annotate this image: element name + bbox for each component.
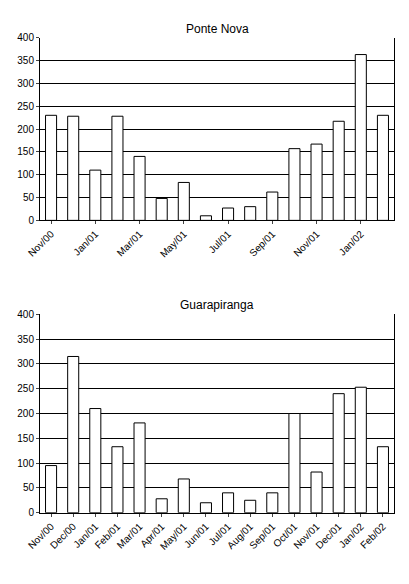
svg-text:Jan/02: Jan/02: [337, 228, 366, 257]
svg-text:250: 250: [17, 383, 34, 394]
svg-text:Jun/01: Jun/01: [182, 521, 211, 550]
svg-text:Feb/02: Feb/02: [358, 521, 388, 551]
svg-text:Aug/01: Aug/01: [225, 521, 255, 551]
svg-text:May/01: May/01: [158, 521, 189, 552]
svg-text:Jul/01: Jul/01: [206, 521, 233, 548]
svg-text:150: 150: [17, 146, 34, 157]
svg-text:0: 0: [28, 507, 34, 518]
svg-text:300: 300: [17, 78, 34, 89]
svg-text:Mar/01: Mar/01: [115, 228, 145, 258]
svg-text:Apr/01: Apr/01: [138, 521, 167, 550]
svg-text:Jul/01: Jul/01: [206, 228, 233, 255]
svg-text:350: 350: [17, 55, 34, 66]
svg-text:Oct/01: Oct/01: [271, 521, 300, 550]
svg-text:350: 350: [17, 334, 34, 345]
svg-text:0: 0: [28, 215, 34, 226]
svg-text:Nov/01: Nov/01: [291, 521, 321, 551]
svg-text:Jan/01: Jan/01: [71, 228, 100, 257]
svg-text:100: 100: [17, 169, 34, 180]
svg-text:Ponte Nova: Ponte Nova: [186, 22, 249, 36]
svg-text:300: 300: [17, 358, 34, 369]
svg-text:50: 50: [23, 192, 35, 203]
svg-text:200: 200: [17, 408, 34, 419]
svg-text:Guarapiranga: Guarapiranga: [180, 298, 254, 312]
svg-text:Sep/01: Sep/01: [247, 228, 277, 258]
svg-text:Sep/01: Sep/01: [247, 521, 277, 551]
svg-text:Nov/00: Nov/00: [26, 228, 56, 258]
svg-text:400: 400: [17, 32, 34, 43]
svg-text:100: 100: [17, 458, 34, 469]
svg-text:Nov/01: Nov/01: [291, 228, 321, 258]
svg-text:Nov/00: Nov/00: [26, 521, 56, 551]
svg-text:150: 150: [17, 433, 34, 444]
svg-text:400: 400: [17, 309, 34, 320]
svg-text:Mar/01: Mar/01: [115, 521, 145, 551]
svg-text:Feb/01: Feb/01: [93, 521, 123, 551]
svg-text:Dec/01: Dec/01: [313, 521, 343, 551]
svg-text:50: 50: [23, 482, 35, 493]
svg-text:Jan/02: Jan/02: [337, 521, 366, 550]
svg-text:200: 200: [17, 124, 34, 135]
svg-text:Dec/00: Dec/00: [48, 521, 78, 551]
svg-text:250: 250: [17, 101, 34, 112]
svg-text:May/01: May/01: [158, 228, 189, 259]
svg-text:Jan/01: Jan/01: [71, 521, 100, 550]
